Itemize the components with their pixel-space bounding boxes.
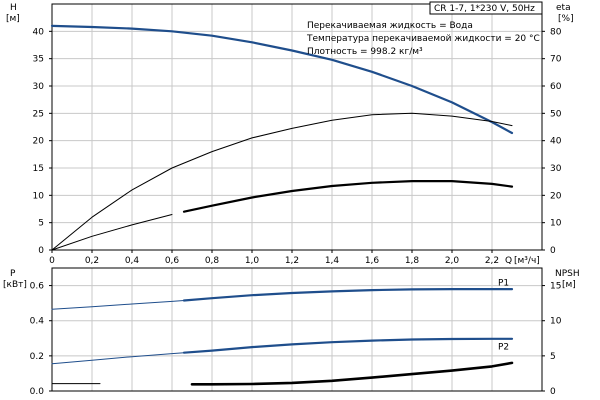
bottom-left-tick-label: 0.6 <box>30 282 45 292</box>
top-left-tick-label: 0 <box>38 246 44 256</box>
x-tick-label: 0,4 <box>125 256 140 266</box>
top-right-tick-label: 50 <box>550 109 562 119</box>
x-tick-label: 1,6 <box>365 256 380 266</box>
top-left-tick-label: 25 <box>33 109 44 119</box>
bottom-series-line-5 <box>190 361 514 386</box>
bottom-series-group <box>51 288 514 386</box>
top-right-tick-label: 40 <box>550 137 562 147</box>
top-series-line-1 <box>51 112 513 251</box>
x-tick-label: 0,8 <box>205 256 220 266</box>
bottom-left-tick-label: 0.0 <box>30 387 45 397</box>
top-right-tick-label: 10 <box>550 219 562 229</box>
top-left-tick-label: 30 <box>33 82 45 92</box>
bottom-right-tick-label: 5 <box>550 352 556 362</box>
bottom-left-tick-label: 0.2 <box>30 352 44 362</box>
bottom-series-line-0 <box>51 300 185 310</box>
series-label-p2: P2 <box>498 343 509 353</box>
x-tick-label: 2,0 <box>445 256 460 266</box>
top-panel: 0 0,2 0,4 0,6 0,8 1,0 1,2 1,4 1,6 1,8 2,0 2,2 0 5 10 15… <box>6 1 574 266</box>
x-tick-label: 0,2 <box>85 256 99 266</box>
info-line-temperature: Температура перекачиваемой жидкости = 20… <box>306 34 540 44</box>
bottom-series-line-2 <box>51 352 185 365</box>
top-right-tick-label: 60 <box>550 82 562 92</box>
top-right-tick-label: 30 <box>550 164 562 174</box>
bottom-series-line-1 <box>182 288 514 302</box>
bottom-plot-frame <box>51 267 543 392</box>
x-axis-unit: [м³/ч] <box>514 256 540 266</box>
x-tick-label: 1,8 <box>405 256 420 266</box>
bottom-left-tick-label: 0.4 <box>30 317 45 327</box>
bottom-right-axis-unit: [м] <box>562 280 576 290</box>
top-right-axis-unit: [%] <box>558 14 574 24</box>
bottom-series-line-3 <box>182 337 514 354</box>
top-right-tick-label: 80 <box>550 27 562 37</box>
top-tick-labels: 0 0,2 0,4 0,6 0,8 1,0 1,2 1,4 1,6 1,8 2,0 2,2 0 5 10 15… <box>33 27 562 266</box>
x-tick-label: 0,6 <box>165 256 180 266</box>
series-label-p1: P1 <box>498 279 509 289</box>
x-tick-label: 2,2 <box>485 256 499 266</box>
info-line-density: Плотность = 998.2 кг/м³ <box>307 47 423 57</box>
bottom-tick-labels: 0.0 0.2 0.4 0.6 0 5 10 15 <box>30 282 562 397</box>
x-tick-label: 1,2 <box>285 256 299 266</box>
bottom-left-axis-name: P <box>10 269 16 279</box>
top-plot-frame <box>51 3 543 251</box>
top-left-axis-unit: [м] <box>6 14 20 24</box>
x-tick-label: 0 <box>49 256 55 266</box>
top-left-tick-label: 40 <box>33 27 45 37</box>
top-right-axis-name: eta <box>556 3 571 13</box>
x-tick-label: 1,4 <box>325 256 340 266</box>
info-line-liquid: Перекачиваемая жидкость = Вода <box>307 21 473 31</box>
model-label-box <box>429 1 543 15</box>
top-left-tick-label: 20 <box>33 137 45 147</box>
bottom-right-axis-name: NPSH <box>555 269 580 279</box>
top-left-axis-name: H <box>10 3 17 13</box>
top-right-tick-label: 0 <box>550 246 556 256</box>
bottom-right-tick-label: 15 <box>550 282 561 292</box>
top-series-line-3 <box>182 180 514 213</box>
bottom-grid <box>51 268 542 392</box>
top-series-group <box>50 24 514 251</box>
top-right-tick-label: 70 <box>550 55 562 65</box>
top-series-line-0 <box>50 24 514 135</box>
top-series-line-2 <box>51 214 173 251</box>
bottom-left-axis-unit: [кВт] <box>3 280 27 290</box>
model-label: CR 1-7, 1*230 V, 50Hz <box>434 4 535 14</box>
bottom-panel: 0.0 0.2 0.4 0.6 0 5 10 15 P [кВт] NPSH [м] P1 P… <box>3 267 580 397</box>
bottom-right-tick-label: 0 <box>550 387 556 397</box>
top-left-tick-label: 5 <box>38 219 44 229</box>
top-left-tick-label: 15 <box>33 164 44 174</box>
top-left-tick-label: 10 <box>33 191 45 201</box>
x-axis-name: Q <box>505 256 512 266</box>
top-right-tick-label: 20 <box>550 191 562 201</box>
x-tick-label: 1,0 <box>245 256 260 266</box>
bottom-right-tick-label: 10 <box>550 317 562 327</box>
top-left-tick-label: 35 <box>33 55 44 65</box>
